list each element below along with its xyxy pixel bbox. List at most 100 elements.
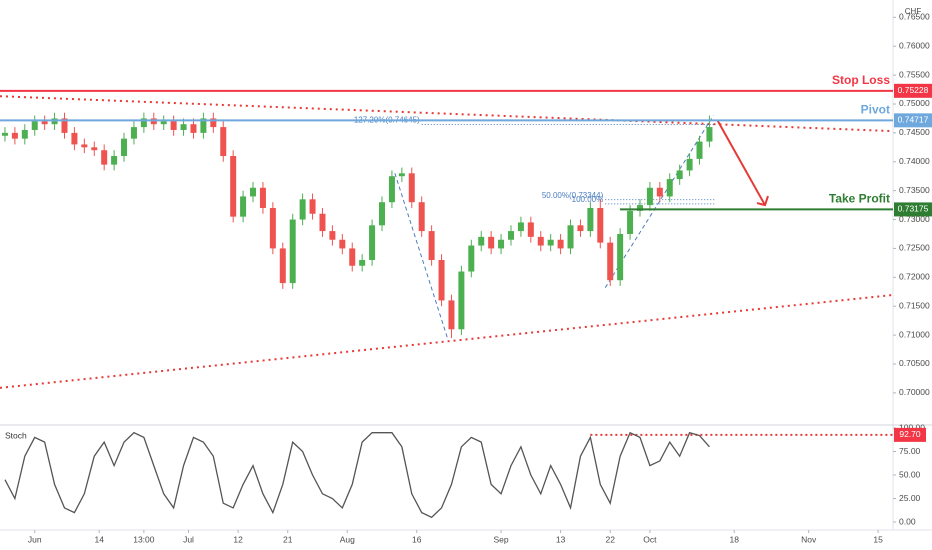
candle-body (180, 124, 187, 130)
level-value: 0.74717 (898, 115, 929, 125)
candle-body (230, 155, 237, 217)
y-tick-label: 0.70500 (899, 358, 930, 368)
candle-body (91, 147, 98, 151)
y-tick-label: 0.71000 (899, 329, 930, 339)
y-tick-label: 0.70000 (899, 387, 930, 397)
x-tick-label: Nov (801, 534, 817, 544)
candle-body (527, 222, 534, 237)
candle-body (349, 248, 356, 266)
candle-body (537, 236, 544, 246)
candle-body (289, 219, 296, 284)
level-value: 0.75228 (898, 85, 929, 95)
candle-body (140, 118, 147, 128)
fib-swing (394, 173, 449, 340)
candle-body (507, 231, 514, 240)
stoch-tick-label: 100.00 (899, 422, 925, 432)
x-tick-label: 14 (94, 534, 104, 544)
candle-body (587, 207, 594, 232)
level-name: Pivot (861, 103, 890, 117)
x-tick-label: Oct (643, 534, 657, 544)
candle-body (567, 225, 574, 249)
candle-body (269, 207, 276, 249)
trend-line (0, 95, 894, 133)
x-tick-label: 13:00 (133, 534, 155, 544)
candle-body (696, 141, 703, 159)
candle-body (478, 236, 485, 246)
candle-body (706, 127, 713, 142)
candle-body (488, 236, 495, 249)
y-tick-label: 0.74000 (899, 156, 930, 166)
candle-body (468, 245, 475, 272)
candle-body (190, 124, 197, 133)
x-tick-label: 22 (605, 534, 615, 544)
arrow (716, 119, 766, 206)
candle-body (1, 132, 8, 136)
candle-body (438, 259, 445, 301)
x-tick-label: Sep (494, 534, 509, 544)
candle-body (21, 129, 28, 139)
candle-body (11, 132, 18, 139)
candle-body (41, 121, 48, 125)
candle-body (339, 239, 346, 249)
candle-body (607, 242, 614, 281)
candle-body (418, 202, 425, 232)
candle-body (200, 118, 207, 133)
candle-body (369, 225, 376, 260)
candle-body (577, 225, 584, 232)
candle-body (81, 144, 88, 148)
candle-body (299, 199, 306, 220)
y-tick-label: 0.72500 (899, 243, 930, 253)
x-tick-label: 13 (556, 534, 566, 544)
candle-body (379, 202, 386, 226)
candle-body (627, 210, 634, 234)
x-tick-label: Jun (28, 534, 42, 544)
fib-label: 100.00% (572, 195, 604, 204)
y-tick-label: 0.75500 (899, 69, 930, 79)
stoch-line (4, 431, 710, 519)
candle-body (309, 199, 316, 214)
y-tick-label: 0.76000 (899, 40, 930, 50)
candle-body (498, 239, 505, 249)
y-tick-label: 0.71500 (899, 300, 930, 310)
stoch-tick-label: 75.00 (899, 446, 921, 456)
candle-body (408, 173, 415, 203)
candle-body (646, 187, 653, 206)
candle-body (359, 259, 366, 266)
candle-body (547, 239, 554, 246)
candle-body (617, 233, 624, 281)
x-tick-label: 15 (873, 534, 883, 544)
candle-body (656, 187, 663, 197)
candle-body (121, 138, 128, 156)
currency: CHF (905, 7, 922, 16)
stoch-level-tag (894, 427, 926, 442)
y-tick-label: 0.74500 (899, 127, 930, 137)
candle-body (666, 179, 673, 197)
candle-body (210, 118, 217, 128)
candle-body (557, 239, 564, 249)
level-tag (894, 113, 932, 128)
candle-body (240, 196, 247, 217)
candle-body (279, 248, 286, 284)
candle-body (160, 121, 167, 125)
level-value: 0.73175 (898, 204, 929, 214)
x-tick-label: 12 (233, 534, 243, 544)
candle-body (111, 155, 118, 165)
candle-body (676, 170, 683, 180)
candle-body (259, 187, 266, 208)
stoch-tick-label: 25.00 (899, 493, 921, 503)
candle-body (220, 127, 227, 156)
level-name: Stop Loss (832, 73, 890, 87)
x-tick-label: 21 (283, 534, 293, 544)
y-tick-label: 0.73500 (899, 185, 930, 195)
candle-body (61, 118, 68, 133)
candle-body (31, 121, 38, 130)
x-tick-label: 18 (730, 534, 740, 544)
candle-body (388, 176, 395, 203)
candle-body (71, 132, 78, 145)
candle-body (448, 300, 455, 330)
candle-body (458, 271, 465, 330)
candle-body (398, 173, 405, 177)
x-tick-label: Aug (340, 534, 355, 544)
fib-label: 50.00%(0.73344) (542, 191, 604, 200)
